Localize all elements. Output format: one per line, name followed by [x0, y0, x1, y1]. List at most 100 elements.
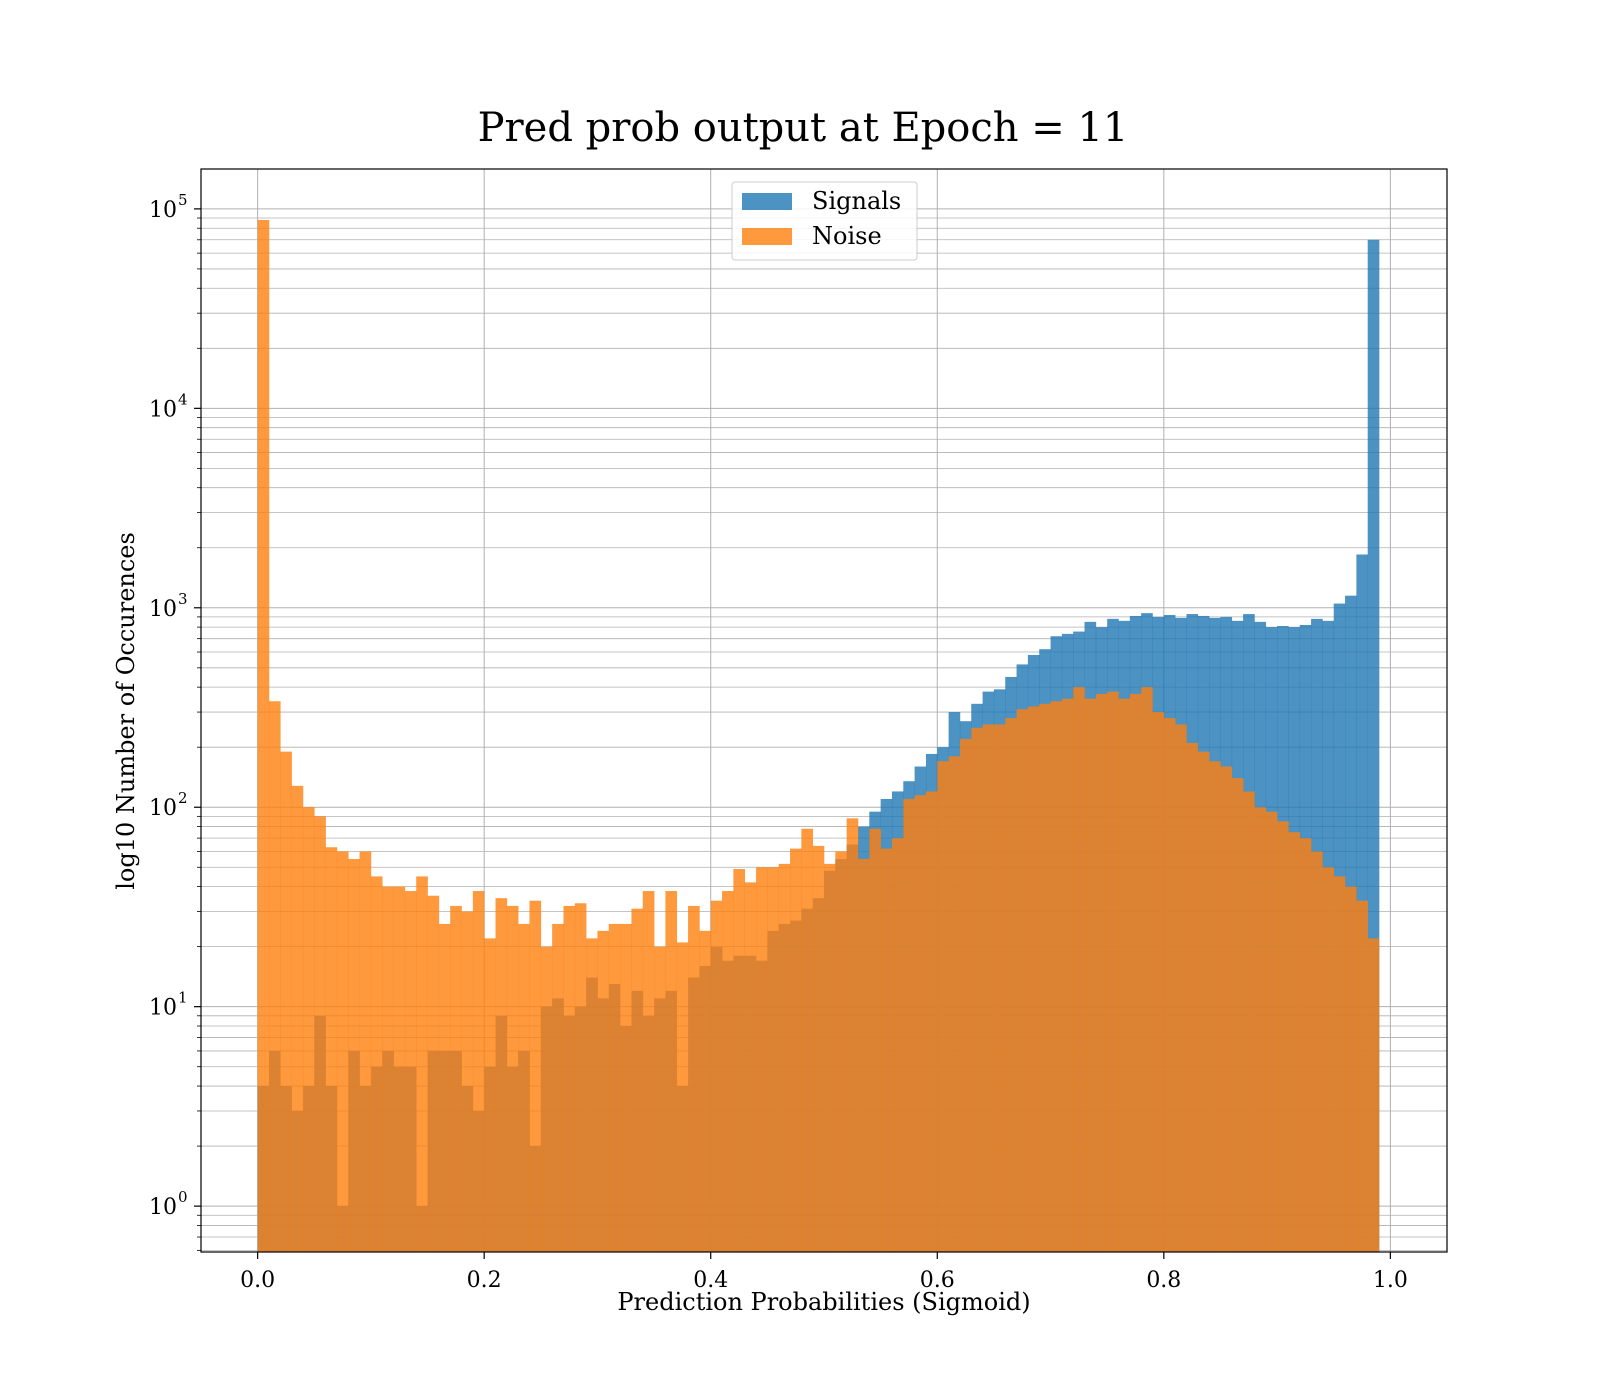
bar-noise-42: [733, 869, 746, 1252]
bar-noise-51: [835, 851, 847, 1252]
bar-noise-22: [506, 905, 519, 1252]
bar-noise-45: [767, 867, 779, 1252]
bar-noise-49: [812, 845, 825, 1252]
x-axis-label: Prediction Probabilities (Sigmoid): [617, 1288, 1030, 1316]
bar-noise-13: [404, 891, 417, 1252]
bar-noise-41: [722, 891, 734, 1252]
chart-title: Pred prob output at Epoch = 11: [478, 105, 1129, 151]
bar-noise-68: [1027, 706, 1040, 1252]
bar-noise-19: [472, 891, 485, 1252]
bar-noise-92: [1299, 838, 1312, 1252]
bar-noise-84: [1209, 761, 1221, 1252]
bar-noise-88: [1254, 807, 1267, 1252]
bar-noise-5: [314, 816, 326, 1252]
y-tick-label: 10: [149, 796, 177, 821]
bars: [257, 219, 1380, 1252]
bar-noise-82: [1186, 742, 1199, 1252]
bar-noise-8: [348, 859, 360, 1252]
bar-noise-79: [1152, 712, 1165, 1252]
bar-signals-98: [1367, 239, 1380, 1252]
x-tick-label: 1.0: [1373, 1268, 1408, 1293]
bar-noise-91: [1288, 832, 1301, 1252]
bar-noise-12: [393, 886, 406, 1252]
bar-noise-27: [563, 905, 576, 1252]
legend-label-signals: Signals: [812, 187, 901, 215]
bar-noise-34: [642, 891, 655, 1252]
legend-label-noise: Noise: [812, 222, 882, 250]
bar-noise-31: [608, 923, 621, 1252]
bar-noise-7: [336, 851, 349, 1252]
bar-noise-74: [1095, 693, 1108, 1252]
bar-noise-35: [654, 946, 666, 1252]
y-tick-exponent: 3: [178, 590, 188, 608]
bar-noise-63: [971, 727, 983, 1252]
bar-noise-78: [1141, 687, 1153, 1252]
bar-noise-87: [1243, 791, 1255, 1252]
x-tick-label: 0.0: [240, 1268, 275, 1293]
y-tick-exponent: 2: [178, 789, 188, 807]
bar-noise-4: [302, 807, 315, 1252]
bar-noise-2: [280, 751, 292, 1252]
y-tick-exponent: 0: [178, 1188, 188, 1206]
bar-noise-16: [438, 923, 451, 1252]
bar-noise-70: [1050, 701, 1063, 1252]
bar-noise-38: [688, 905, 700, 1252]
bar-noise-75: [1107, 691, 1119, 1252]
bar-noise-61: [948, 756, 961, 1252]
bar-noise-62: [959, 738, 972, 1252]
bar-noise-54: [869, 828, 881, 1252]
bar-noise-25: [540, 946, 553, 1252]
bar-noise-44: [756, 867, 768, 1252]
bar-noise-81: [1175, 724, 1187, 1252]
bar-noise-17: [450, 905, 462, 1252]
y-tick-label: 10: [149, 1195, 177, 1220]
bar-noise-64: [982, 724, 995, 1252]
x-tick-label: 0.8: [1146, 1268, 1181, 1293]
bar-noise-32: [620, 923, 632, 1252]
y-tick-exponent: 1: [178, 989, 188, 1007]
bar-noise-48: [801, 828, 813, 1252]
bar-noise-40: [710, 900, 723, 1252]
plot-frame: [200, 168, 1448, 1253]
bar-noise-20: [484, 938, 496, 1252]
x-tick-label: 0.4: [693, 1268, 728, 1293]
legend-swatch-signals: [742, 193, 792, 210]
y-tick-label: 10: [149, 597, 177, 622]
plot-area: [200, 168, 1448, 1253]
bar-noise-11: [382, 886, 394, 1252]
bar-noise-18: [461, 911, 474, 1252]
bar-noise-24: [529, 900, 542, 1252]
x-axis-ticks: 0.0 0.2 0.4 0.6 0.8 1.0: [240, 1252, 1408, 1293]
bar-noise-23: [518, 923, 530, 1252]
bar-noise-21: [495, 898, 508, 1252]
bar-noise-15: [427, 895, 440, 1252]
legend: Signals Noise: [731, 181, 918, 261]
bar-noise-59: [925, 791, 938, 1252]
bar-noise-56: [891, 838, 904, 1252]
bar-noise-33: [631, 908, 644, 1252]
bar-noise-66: [1005, 718, 1017, 1252]
bar-noise-36: [665, 891, 678, 1252]
bar-noise-80: [1163, 718, 1176, 1252]
bar-noise-57: [903, 798, 915, 1252]
bar-noise-9: [359, 851, 372, 1252]
x-tick-label: 0.2: [467, 1268, 502, 1293]
y-tick-exponent: 5: [178, 191, 188, 209]
bar-noise-76: [1118, 698, 1131, 1252]
bar-noise-46: [778, 863, 791, 1252]
bar-noise-43: [744, 882, 757, 1252]
bar-noise-69: [1039, 703, 1051, 1252]
y-tick-label: 10: [149, 397, 177, 422]
bar-noise-10: [370, 876, 383, 1252]
bar-noise-95: [1333, 876, 1346, 1252]
bar-noise-93: [1311, 851, 1323, 1252]
bar-noise-1: [268, 701, 281, 1252]
bar-noise-37: [676, 942, 689, 1252]
bar-noise-77: [1129, 693, 1142, 1252]
bar-noise-65: [993, 724, 1006, 1252]
legend-swatch-noise: [742, 228, 792, 245]
x-tick-label: 0.6: [920, 1268, 955, 1293]
bar-noise-29: [586, 938, 598, 1252]
